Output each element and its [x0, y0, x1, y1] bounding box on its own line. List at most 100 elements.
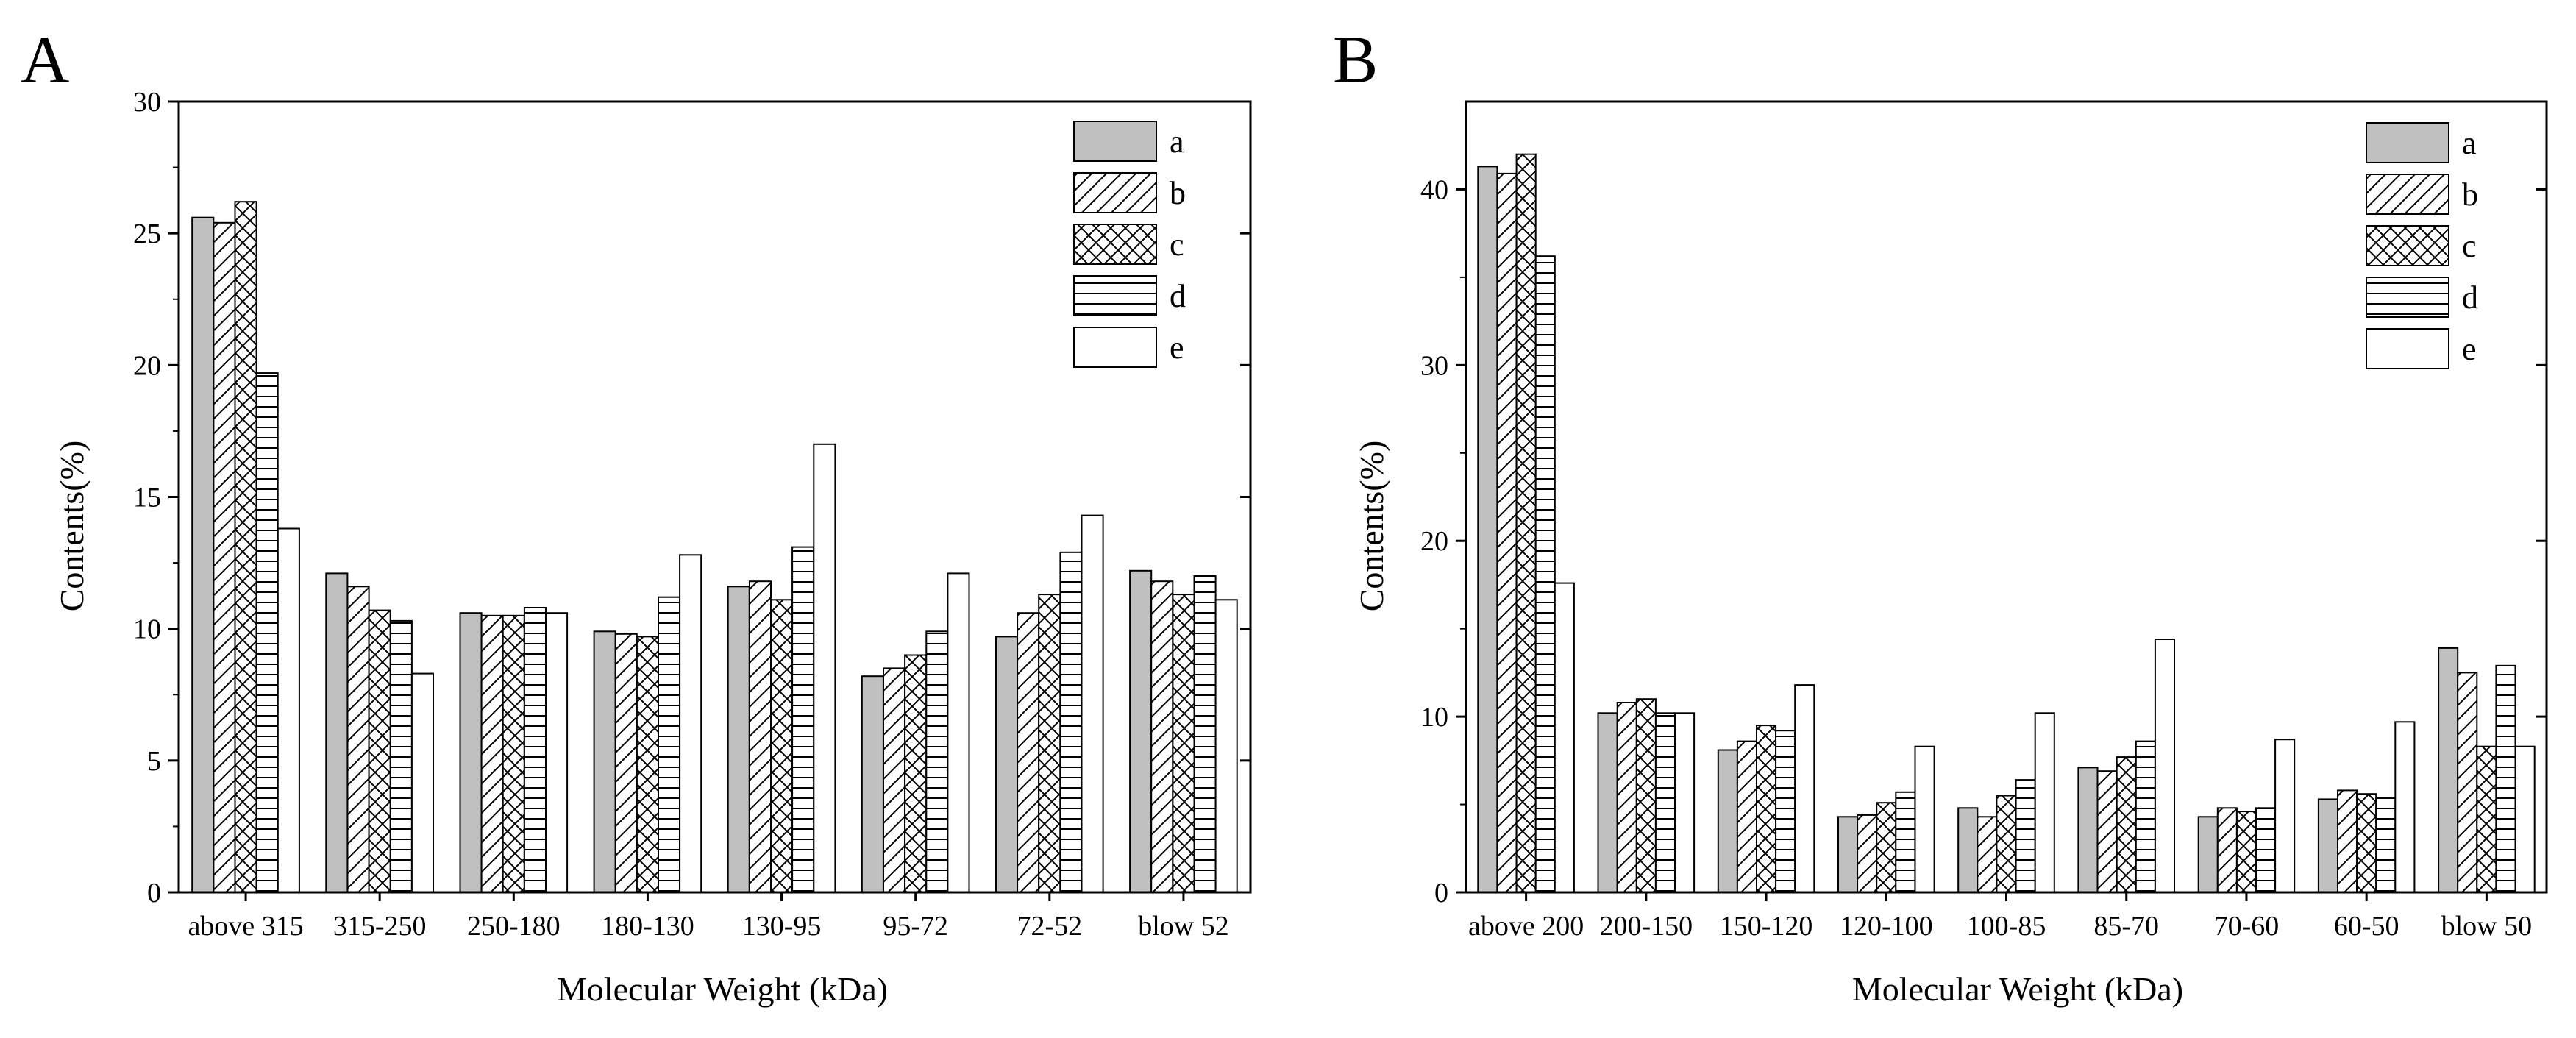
panel-b-bar-a-3: [1837, 816, 1859, 894]
panel-a-bar-d-7: [1193, 575, 1217, 893]
panel-a-legend-swatch-d: [1073, 275, 1157, 316]
panel-b-bar-d-1: [1654, 712, 1676, 893]
panel-b-bar-b-6: [2216, 807, 2238, 894]
panel-b-legend-swatch-d: [2366, 277, 2449, 318]
panel-b-y-tick-label: 30: [1420, 350, 1448, 381]
panel-a-bar-b-0: [213, 221, 236, 893]
panel-a-bar-a-1: [325, 572, 349, 894]
panel-a-x-tick-label: above 315: [188, 911, 303, 942]
panel-a-bar-e-0: [277, 527, 300, 893]
panel-b-bar-a-4: [1957, 807, 1979, 894]
panel-b-bar-b-3: [1857, 814, 1878, 894]
panel-b-bar-e-7: [2394, 721, 2416, 893]
panel-a-bar-c-4: [770, 599, 794, 894]
panel-a-bar-b-3: [614, 633, 638, 893]
panel-b-bar-d-0: [1534, 255, 1556, 893]
panel-b-bar-b-7: [2337, 789, 2358, 894]
panel-a-bar-c-7: [1172, 594, 1195, 893]
panel-a-bar-e-1: [410, 672, 435, 893]
panel-b-x-tick-label: 150-120: [1720, 911, 1813, 942]
panel-b-bar-a-1: [1597, 712, 1618, 893]
panel-a-bar-c-0: [234, 201, 257, 893]
panel-b: B Contents(%) Molecular Weight (kDa) abo…: [1333, 22, 2548, 1008]
panel-a-legend-label-e: e: [1170, 330, 1184, 366]
panel-a-legend-swatch-c: [1073, 224, 1157, 265]
panel-a-bar-a-6: [995, 636, 1019, 894]
panel-a-bar-b-2: [480, 614, 504, 894]
panel-b-bar-e-1: [1674, 712, 1696, 893]
panel-b-x-tick-label: 60-50: [2334, 911, 2399, 942]
panel-b-x-tick-label: 200-150: [1600, 911, 1693, 942]
panel-b-x-tick-label: blow 50: [2441, 911, 2533, 942]
panel-b-legend-label-a: a: [2462, 125, 2477, 161]
panel-a-legend-label-a: a: [1170, 124, 1184, 160]
panel-a-bar-c-3: [636, 636, 660, 894]
panel-a-bar-a-2: [459, 612, 483, 893]
panel-a-bar-e-3: [679, 554, 702, 893]
panel-b-x-tick-label: above 200: [1468, 911, 1584, 942]
panel-b-bar-d-5: [2135, 740, 2156, 893]
panel-a-x-tick-label: 250-180: [467, 911, 561, 942]
panel-a-bar-b-1: [346, 586, 370, 893]
panel-b-bar-b-4: [1977, 816, 1998, 894]
panel-a-bar-c-2: [502, 614, 525, 894]
panel-a-bar-e-7: [1214, 599, 1238, 894]
panel-b-bar-e-2: [1794, 684, 1815, 893]
panel-b-bar-c-3: [1876, 802, 1897, 893]
panel-b-bar-e-8: [2514, 745, 2536, 894]
panel-a-bar-e-2: [545, 612, 569, 893]
panel-b-bar-c-7: [2356, 793, 2377, 893]
panel-b-bar-a-5: [2077, 767, 2099, 894]
panel-a-bar-d-3: [658, 596, 681, 893]
panel-b-bar-d-7: [2375, 797, 2397, 893]
panel-a-y-tick-label: 20: [133, 350, 161, 381]
panel-a-bar-d-1: [389, 619, 413, 894]
panel-b-x-tick-label: 70-60: [2214, 911, 2280, 942]
panel-b-legend-label-c: c: [2462, 228, 2477, 264]
panel-b-bar-e-4: [2034, 712, 2055, 893]
panel-b-y-tick-label: 20: [1420, 526, 1448, 557]
panel-b-bar-c-0: [1515, 153, 1537, 893]
panel-b-x-axis-title: Molecular Weight (kDa): [1852, 970, 2183, 1008]
panel-a-bar-d-4: [791, 546, 815, 893]
panel-a-bar-b-4: [748, 580, 772, 893]
panel-b-bar-c-8: [2476, 745, 2497, 894]
panel-a-y-tick-label: 15: [133, 483, 161, 513]
panel-b-y-tick-label: 40: [1420, 174, 1448, 205]
panel-a-bar-d-6: [1059, 551, 1083, 894]
panel-b-bar-d-4: [2015, 779, 2036, 893]
panel-a-x-tick-label: 130-95: [742, 911, 822, 942]
panel-a-bar-b-7: [1150, 580, 1174, 893]
panel-a-bars: [191, 201, 1238, 894]
panel-a-bar-a-5: [861, 675, 884, 893]
panel-b-bar-c-4: [1996, 795, 2017, 893]
panel-b-bar-a-8: [2438, 647, 2459, 894]
panel-b-legend-swatch-a: [2366, 122, 2449, 163]
panel-a-y-tick-label: 5: [147, 746, 161, 777]
panel-b-bar-d-6: [2255, 807, 2277, 894]
panel-a-legend-swatch-e: [1073, 327, 1157, 368]
panel-a-axes: above 315 315-250 250-180 180-130 130-95 95-7…: [133, 87, 1252, 942]
panel-b-bar-d-2: [1775, 730, 1796, 894]
panel-b-legend-label-d: d: [2462, 280, 2478, 316]
panel-a-x-axis-title: Molecular Weight (kDa): [557, 970, 888, 1008]
panel-a-y-tick-label: 0: [147, 878, 161, 909]
panel-b-plot-frame: [1465, 100, 2548, 894]
panel-a-bar-a-7: [1129, 569, 1153, 893]
panel-a-bar-b-5: [883, 667, 906, 894]
panel-a-bar-a-3: [593, 630, 616, 894]
panel-a-x-tick-label: 95-72: [883, 911, 948, 942]
panel-b-label: B: [1333, 22, 1378, 97]
panel-b-bar-b-8: [2457, 672, 2478, 894]
panel-a-legend-label-d: d: [1170, 278, 1186, 314]
panel-b-bar-d-3: [1895, 791, 1916, 894]
panel-b-y-tick-label: 10: [1420, 702, 1448, 733]
panel-a-x-tick-label: 72-52: [1017, 911, 1082, 942]
panel-b-bar-b-2: [1736, 740, 1757, 893]
panel-b-bar-c-5: [2116, 756, 2137, 893]
panel-b-bar-a-7: [2317, 798, 2338, 894]
panel-b-bar-e-5: [2154, 639, 2175, 893]
